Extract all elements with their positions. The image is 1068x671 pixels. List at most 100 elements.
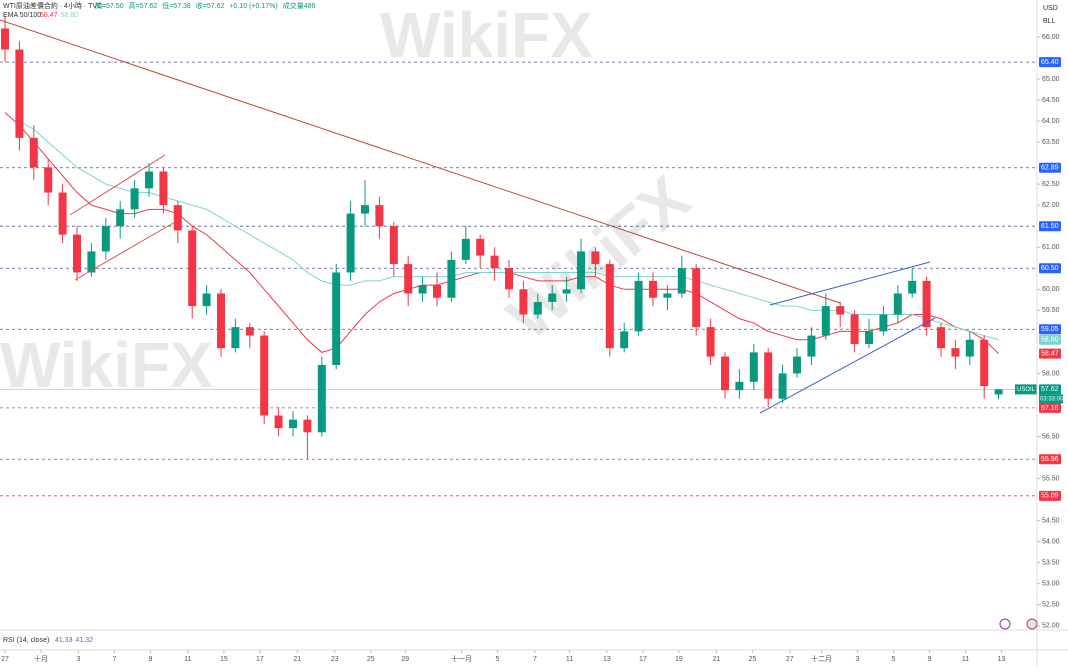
y-tick-label: 58.00 — [1042, 370, 1060, 377]
price-tag-label: 57.18 — [1041, 405, 1059, 412]
x-tick-label: 11 — [184, 656, 191, 663]
y-tick-label: 65.00 — [1042, 76, 1060, 83]
price-tag-label: 58.47 — [1041, 350, 1059, 357]
ema-value: 58.80 — [61, 12, 79, 19]
candle-body — [908, 280, 917, 294]
x-tick-label: 25 — [367, 656, 375, 663]
x-tick-label: 9 — [928, 656, 932, 663]
candle-body — [1, 28, 9, 50]
y-tick-label: 66.00 — [1042, 34, 1060, 41]
price-tag — [1039, 324, 1061, 335]
candle-body — [332, 272, 341, 366]
y-tick-label: 64.00 — [1042, 118, 1060, 125]
price-tag — [1039, 490, 1061, 501]
candle-body — [15, 49, 24, 138]
candle-body — [836, 306, 845, 315]
plot — [1, 15, 1003, 460]
price-tag — [1039, 263, 1061, 274]
x-tick-label: 13 — [998, 656, 1006, 663]
x-tick-label: 19 — [675, 656, 683, 663]
candle-body — [605, 264, 614, 349]
candle-body — [29, 137, 38, 168]
candle-body — [476, 238, 485, 256]
candle-body — [404, 264, 413, 294]
candle-body — [692, 268, 701, 328]
candle-body — [447, 259, 456, 298]
price-tag — [1039, 454, 1061, 465]
price-tag — [1039, 221, 1061, 232]
price-tag — [1039, 162, 1061, 173]
ohlc-value: +0.10 (+0.17%) — [229, 3, 277, 10]
symbol-tag-bg — [1015, 384, 1037, 395]
x-tick-label: 17 — [256, 656, 264, 663]
y-tick-label: 61.00 — [1042, 244, 1060, 251]
x-tick-label: 15 — [220, 656, 228, 663]
y-tick-label: 53.50 — [1042, 560, 1060, 567]
candle-body — [217, 293, 225, 349]
candle-body — [721, 356, 729, 391]
price-tag-label: 59.05 — [1041, 326, 1059, 333]
ema-value: 58.47 — [40, 12, 58, 19]
candle-body — [490, 255, 499, 269]
candle-body — [922, 280, 931, 328]
price-tag-label: 55.96 — [1041, 456, 1059, 463]
x-tick-label: 27 — [1, 656, 9, 663]
y-tick-label: 60.00 — [1042, 286, 1060, 293]
candle-body — [303, 419, 312, 433]
candle-body — [649, 280, 657, 298]
candle-body — [620, 331, 629, 349]
candle-body — [461, 238, 470, 260]
candle-body — [231, 327, 240, 349]
ohlc-value: 開=57.50 — [95, 2, 124, 10]
candle-body — [433, 285, 441, 298]
x-tick-label: 13 — [603, 656, 611, 663]
candle-body — [548, 293, 557, 302]
candle-body — [951, 348, 960, 357]
price-tag-label: 61.50 — [1041, 223, 1059, 230]
x-tick-label: 21 — [293, 656, 301, 663]
channel-line — [69, 154, 166, 216]
unit: BLL — [1043, 18, 1056, 25]
x-tick-label: 29 — [401, 656, 409, 663]
candle-body — [591, 251, 600, 265]
ema-title: EMA 50/100 — [3, 12, 41, 19]
icon[interactable] — [1026, 618, 1038, 630]
candle-body — [793, 356, 801, 374]
candle-body — [865, 331, 873, 344]
price-tag-label: 58.80 — [1041, 337, 1059, 344]
candle-body — [418, 285, 427, 294]
y-tick-label: 52.00 — [1042, 623, 1060, 630]
icon[interactable] — [999, 618, 1011, 630]
currency: USD — [1043, 5, 1058, 12]
candle-body — [188, 230, 197, 307]
candle-body — [735, 381, 744, 391]
x-tick-label: 21 — [712, 656, 720, 663]
candle-body — [634, 280, 643, 332]
x-tick-label: 9 — [148, 656, 152, 663]
candle-body — [389, 226, 398, 265]
candle-body — [505, 268, 513, 290]
countdown-bg — [1039, 394, 1063, 404]
x-tick-label: 23 — [331, 656, 339, 663]
y-tick-label: 62.50 — [1042, 181, 1060, 188]
candle-body — [519, 289, 528, 315]
price-tag-label: 60.50 — [1041, 265, 1059, 272]
candle-body — [965, 339, 974, 357]
x-tick-label: 7 — [112, 656, 116, 663]
candle-body — [145, 171, 153, 189]
x-tick-label: 3 — [76, 656, 80, 663]
x-tick-label: 25 — [748, 656, 756, 663]
countdown: 03:33:00 — [1040, 396, 1064, 402]
ohlc-value: 收=57.62 — [196, 1, 225, 10]
x-tick-label: 十一月 — [451, 654, 472, 663]
price-tag-label: 62.89 — [1041, 165, 1059, 172]
candle-body — [706, 327, 715, 357]
x-tick-label: 3 — [856, 656, 860, 663]
price-tag-label: 57.62 — [1041, 386, 1059, 393]
rsi-title: RSI (14, close) — [3, 637, 49, 644]
candle-body — [58, 192, 67, 235]
price-tag-label: 65.40 — [1041, 59, 1059, 66]
candle-body — [317, 365, 326, 433]
candle-body — [778, 373, 787, 399]
